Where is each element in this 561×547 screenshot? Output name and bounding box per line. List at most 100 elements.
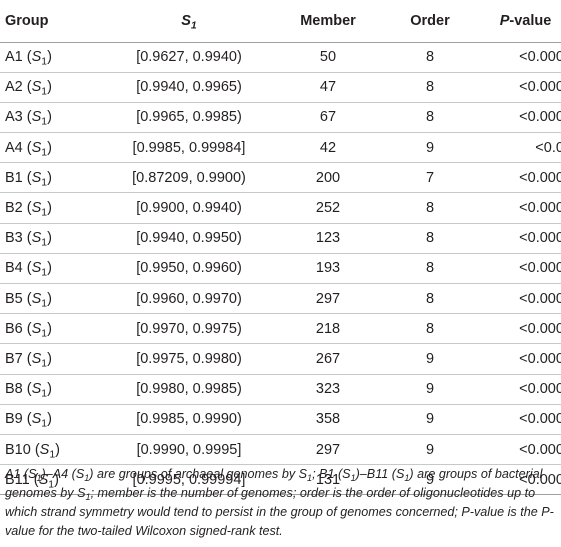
group-s-letter: S bbox=[31, 381, 42, 398]
cell-s1-range: [0.9900, 0.9940) bbox=[136, 200, 242, 217]
cell-p-value: <0.0001 bbox=[519, 381, 561, 398]
group-id: B6 bbox=[5, 320, 23, 337]
table-row: A2 (S1) [0.9940, 0.9965) 47 8 <0.0001 bbox=[0, 72, 561, 103]
header-row: Group S1 Member Order P-value bbox=[0, 0, 561, 42]
cell-group: B4 (S1) bbox=[5, 260, 52, 280]
header-group: Group bbox=[5, 12, 49, 29]
cell-member: 47 bbox=[319, 79, 337, 96]
cell-group: A2 (S1) bbox=[5, 79, 52, 98]
cell-order: 9 bbox=[425, 441, 435, 458]
cell-s1-range: [0.9975, 0.9980) bbox=[136, 350, 242, 367]
cell-s1-range: [0.9970, 0.9975) bbox=[136, 320, 242, 337]
cell-group: B1 (S1) bbox=[5, 169, 52, 189]
group-s-subscript: 1 bbox=[41, 418, 48, 430]
table-row: B3 (S1) [0.9940, 0.9950) 123 8 <0.0001 bbox=[0, 223, 561, 254]
cell-member: 50 bbox=[319, 49, 337, 66]
cell-s1-range: [0.9985, 0.9990) bbox=[136, 411, 242, 428]
group-s-letter: S bbox=[31, 260, 42, 277]
cell-member: 297 bbox=[315, 441, 341, 458]
group-id: B1 bbox=[5, 169, 23, 186]
cell-s1-range: [0.9995, 0.99994] bbox=[132, 471, 246, 488]
cell-order: 9 bbox=[425, 350, 435, 367]
group-s-subscript: 1 bbox=[41, 388, 48, 400]
table-row: A1 (S1) [0.9627, 0.9940) 50 8 <0.0001 bbox=[0, 42, 561, 73]
table-row: B5 (S1) [0.9960, 0.9970) 297 8 <0.0001 bbox=[0, 284, 561, 314]
group-id: B8 bbox=[5, 381, 23, 398]
cell-order: 8 bbox=[425, 290, 435, 307]
cell-p-value: <0.0001 bbox=[519, 441, 561, 458]
cell-member: 267 bbox=[315, 350, 341, 367]
group-s-letter: S bbox=[31, 169, 42, 186]
table-header: Group S1 Member Order P-value bbox=[0, 0, 561, 42]
header-s1-letter: S bbox=[181, 12, 191, 29]
cell-group: B7 (S1) bbox=[5, 350, 52, 370]
cell-s1-range: [0.87209, 0.9900) bbox=[132, 169, 246, 186]
table-row: B6 (S1) [0.9970, 0.9975) 218 8 <0.0001 bbox=[0, 314, 561, 344]
cell-member: 358 bbox=[315, 411, 341, 428]
group-id: A2 bbox=[5, 79, 23, 96]
table-row: B4 (S1) [0.9950, 0.9960) 193 8 <0.0001 bbox=[0, 253, 561, 284]
cell-p-value: <0.0001 bbox=[519, 260, 561, 277]
cell-p-value: <0.0001 bbox=[519, 79, 561, 96]
header-p-letter: P bbox=[499, 12, 510, 29]
cell-group: B2 (S1) bbox=[5, 200, 52, 219]
cell-order: 8 bbox=[425, 200, 435, 217]
group-s-letter: S bbox=[31, 230, 42, 247]
header-s1: S1 bbox=[109, 0, 269, 42]
cell-group: A1 (S1) bbox=[5, 49, 52, 68]
cell-p-value: <0.0001 bbox=[519, 320, 561, 337]
group-s-subscript: 1 bbox=[41, 268, 48, 280]
group-s-subscript: 1 bbox=[48, 479, 55, 491]
group-s-subscript: 1 bbox=[41, 358, 48, 370]
cell-p-value: <0.0001 bbox=[519, 411, 561, 428]
cell-member: 323 bbox=[315, 381, 341, 398]
group-s-letter: S bbox=[31, 49, 42, 66]
cell-p-value: <0.0001 bbox=[519, 49, 561, 66]
table-row: B1 (S1) [0.87209, 0.9900) 200 7 <0.0001 bbox=[0, 163, 561, 193]
cell-group: B3 (S1) bbox=[5, 230, 52, 249]
cell-p-value: <0.0001 bbox=[519, 471, 561, 488]
group-id: B4 bbox=[5, 260, 23, 277]
cell-p-value: <0.0001 bbox=[519, 109, 561, 126]
cell-order: 7 bbox=[425, 169, 435, 186]
cell-order: 9 bbox=[425, 471, 435, 488]
group-s-subscript: 1 bbox=[41, 207, 48, 219]
cell-member: 42 bbox=[319, 139, 337, 156]
group-s-letter: S bbox=[31, 411, 42, 428]
group-s-letter: S bbox=[31, 290, 42, 307]
cell-p-value: <0.0001 bbox=[519, 350, 561, 367]
group-id: B11 bbox=[5, 471, 30, 488]
cell-s1-range: [0.9940, 0.9965) bbox=[136, 79, 242, 96]
cell-member: 200 bbox=[315, 169, 341, 186]
cell-member: 193 bbox=[315, 260, 341, 277]
group-id: B2 bbox=[5, 200, 23, 217]
group-id: B7 bbox=[5, 350, 23, 367]
group-s-subscript: 1 bbox=[49, 449, 56, 461]
cell-group: B11 (S1) bbox=[5, 471, 59, 491]
table-row: B11 (S1) [0.9995, 0.99994] 131 9 <0.0001 bbox=[0, 465, 561, 495]
group-id: B10 bbox=[5, 441, 31, 458]
group-s-letter: S bbox=[31, 109, 42, 126]
group-s-subscript: 1 bbox=[41, 86, 48, 98]
cell-member: 131 bbox=[315, 471, 341, 488]
group-s-letter: S bbox=[31, 79, 42, 96]
cell-group: B5 (S1) bbox=[5, 290, 52, 310]
results-table-container: Group S1 Member Order P-value A1 (S1) [0.… bbox=[0, 0, 561, 495]
header-member: Member bbox=[300, 12, 356, 29]
cell-order: 9 bbox=[425, 139, 435, 156]
header-p-rest: -value bbox=[509, 12, 552, 29]
cell-order: 8 bbox=[425, 109, 435, 126]
table-row: A3 (S1) [0.9965, 0.9985) 67 8 <0.0001 bbox=[0, 102, 561, 133]
group-id: B9 bbox=[5, 411, 23, 428]
group-id: A3 bbox=[5, 109, 23, 126]
group-s-subscript: 1 bbox=[41, 56, 48, 68]
cell-group: A4 (S1) bbox=[5, 139, 52, 159]
cell-p-value: <0.05 bbox=[535, 139, 561, 156]
cell-group: B6 (S1) bbox=[5, 320, 52, 340]
cell-member: 67 bbox=[319, 109, 337, 126]
group-s-letter: S bbox=[31, 320, 42, 337]
header-order: Order bbox=[410, 12, 450, 29]
cell-p-value: <0.0001 bbox=[519, 200, 561, 217]
group-s-subscript: 1 bbox=[41, 177, 48, 189]
cell-member: 218 bbox=[315, 320, 341, 337]
